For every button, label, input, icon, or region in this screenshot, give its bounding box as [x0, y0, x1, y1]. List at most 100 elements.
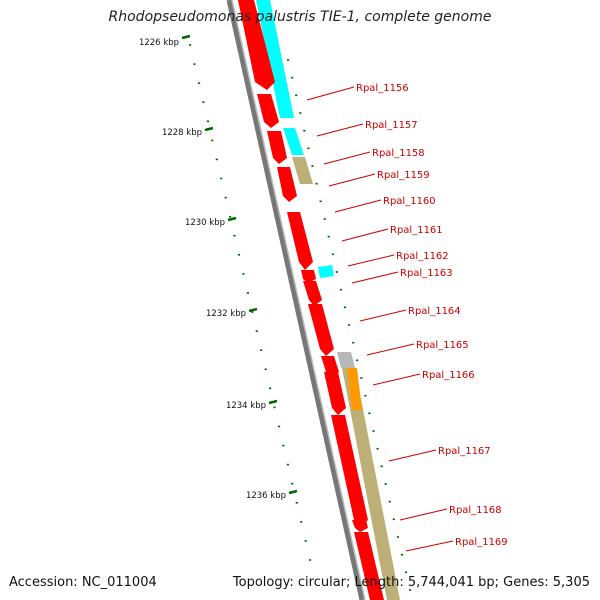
leader-line — [328, 173, 376, 187]
cds-arrow — [308, 304, 334, 356]
gene-label: Rpal_1165 — [416, 340, 469, 351]
gene-label: Rpal_1166 — [422, 370, 475, 381]
ruler-dot — [376, 447, 379, 450]
map-title: Rhodopseudomonas palustris TIE-1, comple… — [108, 9, 492, 25]
leader-line — [399, 508, 448, 521]
ruler-dot — [260, 349, 263, 351]
ruler-dot — [380, 465, 383, 468]
grey-feature — [337, 352, 355, 368]
tick-label: 1230 kbp — [185, 218, 225, 228]
cds-arrow — [267, 131, 287, 164]
gene-label: Rpal_1159 — [377, 170, 430, 181]
ruler-dot — [220, 177, 223, 180]
leader-line — [405, 540, 454, 552]
leader-line — [347, 254, 395, 267]
ruler-dot — [299, 112, 302, 114]
ruler-dot — [246, 292, 249, 294]
outer-dotted-ruler — [189, 44, 312, 561]
tick-label: 1228 kbp — [162, 128, 202, 138]
leader-line — [359, 309, 407, 322]
orange-feature — [347, 368, 362, 410]
ruler-dot — [224, 196, 227, 199]
gene-label: Rpal_1156 — [356, 83, 409, 94]
ruler-dot — [392, 518, 395, 521]
ruler-dot — [343, 306, 347, 309]
cds-arrow — [352, 520, 368, 532]
gene-leader-lines — [306, 86, 454, 552]
tick-labels: 1226 kbp 1228 kbp 1230 kbp 1232 kbp 1234… — [139, 38, 286, 501]
cds-arrow — [354, 532, 384, 600]
ruler-dot — [409, 589, 412, 591]
ruler-dot — [404, 571, 408, 574]
ruler-dot — [264, 368, 267, 371]
ruler-dot — [319, 200, 322, 203]
ruler-dot — [307, 147, 310, 150]
ruler-dot — [396, 536, 399, 538]
tick-mark — [181, 34, 191, 40]
cds-arrow — [287, 212, 313, 270]
ruler-dot — [327, 235, 330, 238]
ruler-dot — [348, 324, 351, 326]
ruler-dot — [255, 330, 258, 332]
cds-arrow — [331, 415, 368, 527]
tick-mark — [268, 399, 278, 405]
ruler-dot — [197, 82, 201, 84]
leader-line — [334, 199, 382, 213]
ruler-dot — [189, 44, 192, 46]
ruler-dot — [323, 218, 326, 220]
gene-label: Rpal_1167 — [438, 446, 491, 457]
tick-marks — [181, 34, 298, 495]
ruler-dot — [400, 553, 404, 556]
cds-arrow — [257, 94, 279, 128]
gene-label: Rpal_1169 — [455, 537, 508, 548]
ruler-dot — [295, 502, 298, 504]
tan-feature — [342, 368, 400, 600]
gene-label: Rpal_1163 — [400, 268, 453, 279]
ruler-dot — [229, 215, 232, 218]
ruler-dot — [287, 59, 290, 61]
genome-summary-text: Topology: circular; Length: 5,744,041 bp… — [232, 575, 590, 590]
cds-arrow — [277, 167, 297, 202]
ruler-dot — [202, 101, 205, 103]
ruler-dot — [331, 253, 334, 256]
tick-label: 1234 kbp — [226, 401, 266, 411]
gene-label: Rpal_1158 — [372, 148, 425, 159]
tick-label: 1226 kbp — [139, 38, 179, 48]
cds-arrow — [238, 0, 275, 90]
cds-track — [238, 0, 384, 600]
leader-line — [316, 123, 364, 137]
cyan-feature — [318, 265, 334, 278]
ruler-dot — [360, 377, 363, 379]
ruler-dot — [291, 482, 294, 485]
ruler-dot — [339, 288, 343, 291]
tick-mark — [204, 126, 214, 132]
ruler-dot — [315, 182, 318, 185]
accession-text: Accession: NC_011004 — [9, 575, 157, 590]
cyan-feature — [283, 128, 304, 155]
gene-label: Rpal_1161 — [390, 225, 443, 236]
ruler-dot — [372, 430, 375, 432]
cds-arrow — [321, 356, 339, 377]
leader-line — [341, 228, 389, 242]
ruler-dot — [300, 521, 303, 523]
leader-line — [366, 343, 415, 356]
ruler-dot — [364, 394, 367, 397]
gene-label: Rpal_1162 — [396, 251, 449, 262]
ruler-dot — [277, 425, 281, 428]
gene-label: Rpal_1164 — [408, 306, 461, 317]
ruler-dot — [311, 165, 314, 167]
cds-arrow — [324, 372, 346, 415]
ruler-dot — [335, 271, 338, 273]
ruler-dot — [193, 63, 196, 65]
ruler-dot — [233, 234, 236, 237]
leader-line — [323, 151, 371, 165]
leader-line — [351, 271, 399, 284]
cds-arrow — [303, 281, 322, 306]
leader-line — [372, 373, 421, 386]
tick-mark — [227, 216, 237, 222]
cyan-feature — [256, 0, 294, 118]
leader-line — [306, 86, 355, 101]
gene-label: Rpal_1168 — [449, 505, 502, 516]
tick-label: 1232 kbp — [206, 309, 246, 319]
